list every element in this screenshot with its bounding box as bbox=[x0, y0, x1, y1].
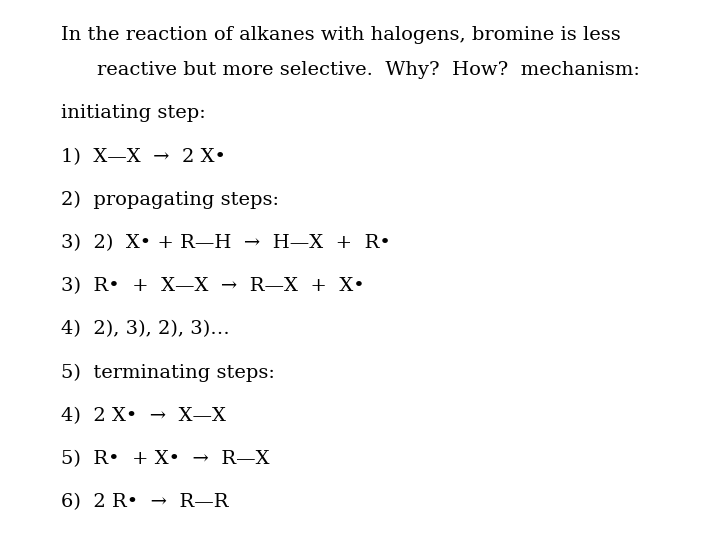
Text: 5)  R•  + X•  →  R—X: 5) R• + X• → R—X bbox=[61, 450, 270, 468]
Text: 3)  R•  +  X—X  →  R—X  +  X•: 3) R• + X—X → R—X + X• bbox=[61, 277, 365, 295]
Text: 6)  2 R•  →  R—R: 6) 2 R• → R—R bbox=[61, 493, 229, 511]
Text: 2)  propagating steps:: 2) propagating steps: bbox=[61, 191, 279, 209]
Text: 4)  2 X•  →  X—X: 4) 2 X• → X—X bbox=[61, 407, 226, 425]
Text: 3)  2)  X• + R—H  →  H—X  +  R•: 3) 2) X• + R—H → H—X + R• bbox=[61, 234, 391, 252]
Text: 5)  terminating steps:: 5) terminating steps: bbox=[61, 363, 275, 382]
Text: In the reaction of alkanes with halogens, bromine is less: In the reaction of alkanes with halogens… bbox=[61, 26, 621, 44]
Text: 4)  2), 3), 2), 3)…: 4) 2), 3), 2), 3)… bbox=[61, 320, 230, 339]
Text: 1)  X—X  →  2 X•: 1) X—X → 2 X• bbox=[61, 147, 226, 166]
Text: reactive but more selective.  Why?  How?  mechanism:: reactive but more selective. Why? How? m… bbox=[97, 61, 640, 79]
Text: initiating step:: initiating step: bbox=[61, 104, 206, 123]
